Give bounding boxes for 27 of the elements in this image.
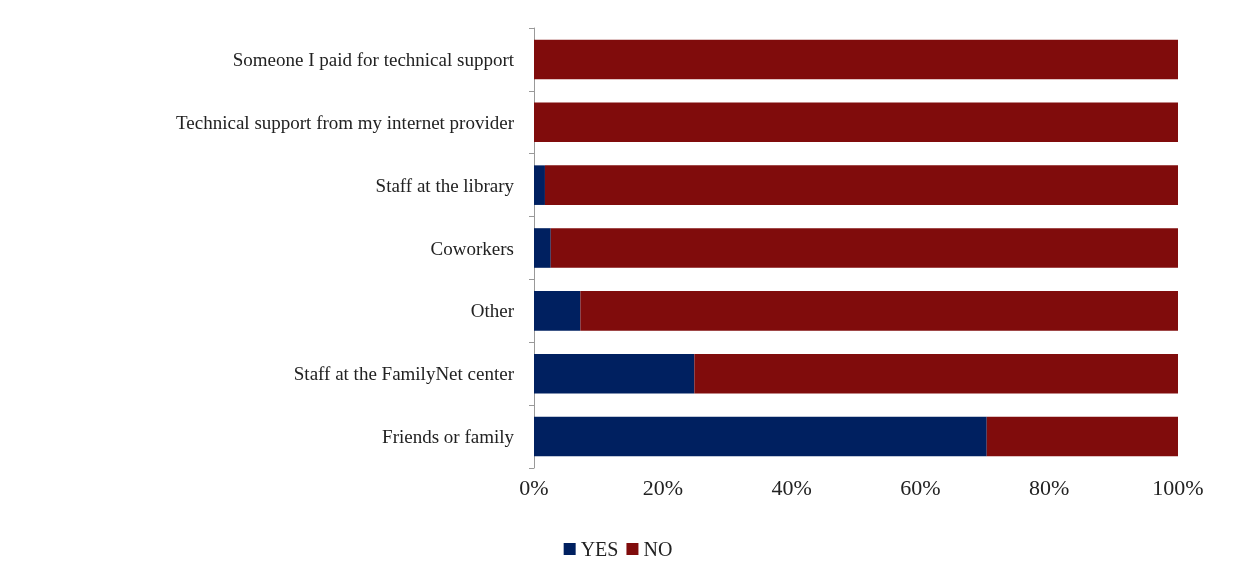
x-tick-label: 0% [519,474,549,500]
bar [534,416,987,457]
x-tick-label: 80% [1029,474,1070,500]
y-tick-label: Staff at the library [375,174,515,196]
x-tick-label: 100% [1152,474,1204,500]
x-tick-label: 60% [900,474,941,500]
bar [534,353,695,394]
bar [534,165,545,205]
y-tick-label: Other [470,300,515,322]
x-tick-label: 40% [771,474,812,500]
y-tick-label: Friends or family [382,426,515,448]
legend-label: NO [643,538,673,560]
y-tick-label: Staff at the FamilyNet center [293,363,515,385]
bar [534,39,1178,80]
bar [580,291,1178,331]
legend-label: YES [580,538,619,560]
y-tick-label: Coworkers [430,237,514,259]
bar [534,228,551,268]
bar [544,165,1178,205]
x-tick-label: 20% [642,474,683,500]
bar [550,228,1178,268]
bar [534,102,1178,143]
bar [986,416,1178,457]
y-tick-label: Technical support from my internet provider [176,111,515,133]
y-tick-label: Someone I paid for technical support [232,48,515,70]
bar [694,353,1178,394]
bar [534,291,581,331]
